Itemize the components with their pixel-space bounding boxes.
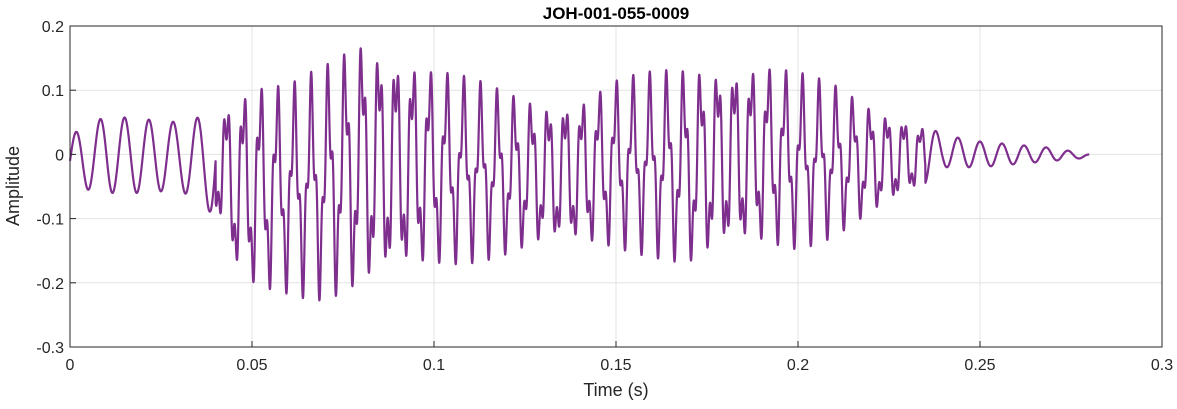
waveform-trace [68, 47, 1091, 302]
x-tick-label: 0.25 [964, 357, 995, 374]
y-axis-label: Amplitude [3, 146, 23, 226]
y-tick-labels: -0.3 -0.2 -0.1 0 0.1 0.2 [36, 19, 64, 357]
x-tick-label: 0 [66, 357, 75, 374]
y-tick-label: -0.3 [36, 340, 64, 357]
y-tick-label: -0.1 [36, 212, 64, 229]
y-tick-label: 0.1 [42, 83, 64, 100]
x-axis-label: Time (s) [583, 380, 648, 400]
x-tick-label: 0.1 [423, 357, 445, 374]
tick-marks [69, 25, 1163, 348]
x-tick-labels: 0 0.05 0.1 0.15 0.2 0.25 0.3 [66, 357, 1174, 374]
y-tick-label: -0.2 [36, 276, 64, 293]
y-tick-label: 0 [55, 147, 64, 164]
x-tick-label: 0.2 [787, 357, 809, 374]
x-tick-label: 0.3 [1151, 357, 1173, 374]
series-line [68, 47, 1091, 302]
x-tick-label: 0.15 [600, 357, 631, 374]
chart-title: JOH-001-055-0009 [543, 4, 689, 23]
x-tick-label: 0.05 [236, 357, 267, 374]
y-tick-label: 0.2 [42, 19, 64, 36]
